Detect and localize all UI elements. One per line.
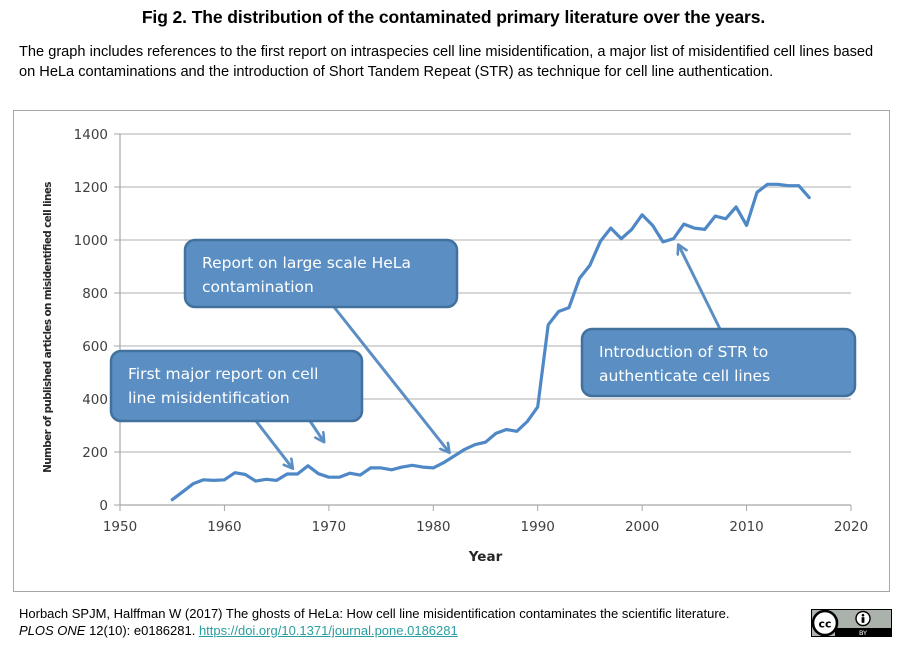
x-tick-label: 1960 [207,519,241,535]
callout-text: Introduction of STR to [599,343,768,361]
callout-box [109,349,364,423]
callout-hela: Report on large scale HeLa contamination [183,238,459,452]
callout-arrow [308,420,324,441]
x-tick-label: 1950 [103,519,137,535]
figure-caption: The graph includes references to the fir… [19,44,874,80]
axes: 0 200 400 600 800 1000 1200 1400 1950 1960 1970 198… [74,127,869,535]
cc-label: cc [818,618,831,631]
data-series [170,182,811,502]
x-tick-label: 2010 [729,519,763,535]
callout-text: authenticate cell lines [599,367,770,385]
callout-text: line misidentification [128,389,290,407]
annotations: Report on large scale HeLa contamination F… [109,238,857,468]
x-tick-label: 1990 [521,519,555,535]
y-tick-label: 200 [82,445,108,461]
citation-journal: PLOS ONE [19,623,86,638]
by-label: BY [859,629,867,637]
x-tick-label: 2020 [834,519,868,535]
callout-arrow [332,306,449,452]
y-tick-label: 1200 [74,180,108,196]
chart-frame: 0 200 400 600 800 1000 1200 1400 1950 1960 1970 198… [13,110,890,592]
figure-title: Fig 2. The distribution of the contamina… [141,7,766,27]
line-chart: 0 200 400 600 800 1000 1200 1400 1950 1960 1970 198… [42,127,869,565]
doi-link[interactable]: https://doi.org/10.1371/journal.pone.018… [198,623,458,638]
y-tick-label: 1400 [74,127,108,143]
y-tick-label: 400 [82,392,108,408]
citation-details: 12(10): e0186281. [85,623,199,638]
y-tick-label: 600 [82,339,108,355]
x-axis-title: Year [468,549,503,565]
citation-text: Horbach SPJM, Halffman W (2017) The ghos… [19,606,730,621]
callout-box [580,327,857,398]
x-tick-label: 2000 [625,519,659,535]
cc-by-icon[interactable]: cc BY [811,609,892,637]
y-tick-label: 800 [82,286,108,302]
callout-arrow [679,245,722,330]
y-tick-label: 0 [99,498,108,514]
series-line [170,182,811,502]
callout-box [183,238,459,309]
callout-str: Introduction of STR to authenticate cell … [580,245,857,398]
callout-text: contamination [202,278,314,296]
y-tick-label: 1000 [74,233,108,249]
y-axis-title: Number of published articles on misident… [42,182,54,473]
x-tick-label: 1970 [312,519,346,535]
x-tick-label: 1980 [416,519,450,535]
callout-first-report: First major report on cell line misidenti… [109,349,364,468]
callout-arrow [254,420,292,468]
citation: Horbach SPJM, Halffman W (2017) The ghos… [19,605,819,639]
callout-text: Report on large scale HeLa [202,254,411,272]
callout-text: First major report on cell [128,365,318,383]
